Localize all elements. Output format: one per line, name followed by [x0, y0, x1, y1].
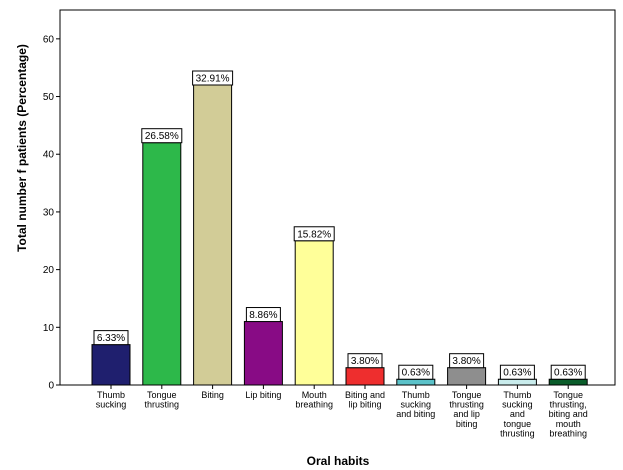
data-label: 3.80% [452, 356, 480, 367]
category-label-line: Thumb [97, 390, 125, 400]
category-label-line: sucking [96, 400, 127, 410]
category-label-line: Tongue [147, 390, 177, 400]
y-tick-label: 0 [48, 381, 54, 392]
category-label: Thumb sucking and biting [396, 390, 435, 419]
category-label-line: Biting [201, 390, 224, 400]
bar [497, 378, 537, 386]
category-label-line: biting and [549, 409, 588, 419]
y-tick-label: 60 [43, 34, 55, 45]
data-label-box [93, 330, 129, 346]
data-label-box [449, 353, 485, 369]
category-label-line: Biting and [345, 390, 385, 400]
category-label-line: Mouth [302, 390, 327, 400]
category-label-line: and biting [396, 409, 435, 419]
category-label-line: tongue [504, 419, 532, 429]
data-label-box [347, 353, 383, 369]
data-label-box [245, 307, 281, 323]
category-label-line: Tongue [553, 390, 583, 400]
bar [193, 84, 233, 386]
category-label-line: thrusting [145, 400, 180, 410]
data-label: 6.33% [97, 333, 125, 344]
category-label-line: Lip biting [245, 390, 281, 400]
category-label-line: breathing [549, 428, 587, 438]
category-label: Thumb sucking [96, 390, 127, 410]
bar [345, 367, 385, 386]
data-label-box [141, 128, 183, 144]
data-label: 0.63% [503, 368, 531, 379]
data-label-box [550, 364, 586, 380]
category-label: Lip biting [245, 390, 281, 400]
category-label: Thumb sucking and tongue thrusting [500, 390, 535, 438]
category-label-line: and lip [453, 409, 480, 419]
bar [548, 378, 588, 386]
category-label-line: thrusting, [550, 400, 587, 410]
bar [142, 142, 182, 386]
category-label: Tongue thrusting [145, 390, 180, 410]
y-tick-label: 40 [43, 150, 55, 161]
y-axis: 0 10 20 30 40 50 60 [43, 34, 60, 392]
category-label-line: thrusting [500, 428, 535, 438]
x-axis-title: Oral habits [307, 454, 370, 468]
data-label-box [499, 364, 535, 380]
category-label-line: sucking [502, 400, 533, 410]
y-tick-label: 30 [43, 207, 55, 218]
y-axis-title: Total number f patients (Percentage) [15, 44, 29, 252]
data-label: 26.58% [145, 131, 179, 142]
y-tick-label: 50 [43, 92, 55, 103]
bar [91, 344, 131, 386]
category-label-line: thrusting [449, 400, 484, 410]
bar [294, 240, 334, 386]
category-label: Biting and lip biting [345, 390, 385, 410]
category-label-line: Thumb [402, 390, 430, 400]
category-label: Biting [201, 390, 224, 400]
category-label-line: Tongue [452, 390, 482, 400]
data-label: 3.80% [351, 356, 379, 367]
category-label-line: biting [456, 419, 478, 429]
data-label: 0.63% [402, 368, 430, 379]
category-label: Tongue thrusting, biting and mouth breathing [549, 390, 588, 438]
data-label-box [398, 364, 434, 380]
bar [243, 321, 283, 386]
data-label: 15.82% [297, 229, 331, 240]
category-label-line: lip biting [348, 400, 381, 410]
category-label-line: breathing [295, 400, 333, 410]
data-label: 0.63% [554, 368, 582, 379]
y-tick-label: 20 [43, 265, 55, 276]
category-label: Mouth breathing [295, 390, 333, 410]
bar [396, 378, 436, 386]
bar [447, 367, 487, 386]
category-label-line: sucking [401, 400, 432, 410]
category-label-line: mouth [556, 419, 581, 429]
category-label-line: and [510, 409, 525, 419]
data-label-box [192, 70, 234, 86]
category-label-line: Thumb [503, 390, 531, 400]
bars: 6.33% 26.58% 32.91% 8.86% 15.82% 3.80% 0.63% 3.… [91, 70, 588, 386]
data-label-box [293, 226, 335, 242]
y-tick-label: 10 [43, 323, 55, 334]
data-label: 8.86% [249, 310, 277, 321]
data-label: 32.91% [196, 74, 230, 85]
category-label: Tongue thrusting and lip biting [449, 390, 484, 429]
